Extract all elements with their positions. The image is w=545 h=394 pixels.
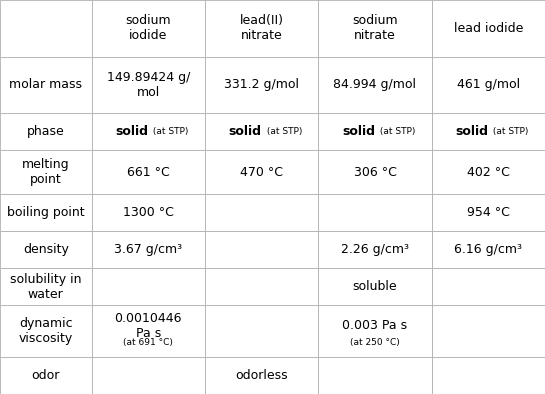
Text: 402 °C: 402 °C bbox=[467, 166, 510, 179]
Bar bbox=[432, 113, 545, 150]
Bar bbox=[432, 268, 545, 305]
Text: 0.0010446
Pa s: 0.0010446 Pa s bbox=[114, 312, 182, 340]
Bar bbox=[92, 150, 205, 194]
Bar bbox=[205, 0, 318, 57]
Text: 461 g/mol: 461 g/mol bbox=[457, 78, 520, 91]
Text: boiling point: boiling point bbox=[7, 206, 84, 219]
Bar bbox=[318, 357, 432, 394]
Text: soluble: soluble bbox=[353, 280, 397, 293]
Bar bbox=[432, 305, 545, 357]
Bar bbox=[0, 0, 92, 57]
Bar bbox=[205, 113, 318, 150]
Bar bbox=[205, 57, 318, 113]
Text: (at STP): (at STP) bbox=[490, 127, 529, 136]
Bar bbox=[205, 305, 318, 357]
Bar bbox=[318, 268, 432, 305]
Text: lead(II)
nitrate: lead(II) nitrate bbox=[240, 14, 283, 42]
Text: solubility in
water: solubility in water bbox=[10, 273, 82, 301]
Text: 1300 °C: 1300 °C bbox=[123, 206, 174, 219]
Bar bbox=[318, 305, 432, 357]
Text: density: density bbox=[23, 243, 69, 256]
Bar bbox=[92, 231, 205, 268]
Bar bbox=[0, 194, 92, 231]
Text: 470 °C: 470 °C bbox=[240, 166, 283, 179]
Bar bbox=[92, 113, 205, 150]
Text: melting
point: melting point bbox=[22, 158, 70, 186]
Text: 84.994 g/mol: 84.994 g/mol bbox=[334, 78, 416, 91]
Bar bbox=[92, 0, 205, 57]
Bar bbox=[318, 150, 432, 194]
Bar bbox=[92, 194, 205, 231]
Text: 149.89424 g/
mol: 149.89424 g/ mol bbox=[107, 71, 190, 99]
Bar bbox=[432, 194, 545, 231]
Text: odorless: odorless bbox=[235, 369, 288, 382]
Bar bbox=[205, 150, 318, 194]
Text: 661 °C: 661 °C bbox=[127, 166, 169, 179]
Bar bbox=[0, 150, 92, 194]
Text: 2.26 g/cm³: 2.26 g/cm³ bbox=[341, 243, 409, 256]
Text: (at STP): (at STP) bbox=[150, 127, 189, 136]
Text: lead iodide: lead iodide bbox=[453, 22, 523, 35]
Bar bbox=[205, 194, 318, 231]
Text: solid: solid bbox=[228, 125, 262, 138]
Text: (at 250 °C): (at 250 °C) bbox=[350, 338, 400, 347]
Bar bbox=[205, 231, 318, 268]
Text: sodium
nitrate: sodium nitrate bbox=[352, 14, 398, 42]
Bar bbox=[92, 57, 205, 113]
Bar bbox=[432, 150, 545, 194]
Bar bbox=[0, 231, 92, 268]
Bar bbox=[432, 231, 545, 268]
Bar bbox=[205, 268, 318, 305]
Bar bbox=[432, 357, 545, 394]
Text: 3.67 g/cm³: 3.67 g/cm³ bbox=[114, 243, 183, 256]
Bar bbox=[0, 57, 92, 113]
Text: dynamic
viscosity: dynamic viscosity bbox=[19, 317, 73, 345]
Bar bbox=[0, 305, 92, 357]
Text: (at 691 °C): (at 691 °C) bbox=[123, 338, 173, 347]
Text: sodium
iodide: sodium iodide bbox=[125, 14, 171, 42]
Text: 0.003 Pa s: 0.003 Pa s bbox=[342, 320, 408, 333]
Bar bbox=[318, 194, 432, 231]
Bar bbox=[318, 231, 432, 268]
Text: 954 °C: 954 °C bbox=[467, 206, 510, 219]
Text: odor: odor bbox=[32, 369, 60, 382]
Text: phase: phase bbox=[27, 125, 65, 138]
Bar bbox=[92, 305, 205, 357]
Text: solid: solid bbox=[455, 125, 488, 138]
Bar bbox=[318, 0, 432, 57]
Bar bbox=[318, 113, 432, 150]
Bar bbox=[0, 113, 92, 150]
Text: 6.16 g/cm³: 6.16 g/cm³ bbox=[455, 243, 522, 256]
Bar bbox=[432, 57, 545, 113]
Bar bbox=[205, 357, 318, 394]
Bar bbox=[0, 268, 92, 305]
Text: solid: solid bbox=[342, 125, 375, 138]
Text: molar mass: molar mass bbox=[9, 78, 82, 91]
Bar bbox=[432, 0, 545, 57]
Bar bbox=[318, 57, 432, 113]
Text: solid: solid bbox=[116, 125, 148, 138]
Text: 331.2 g/mol: 331.2 g/mol bbox=[224, 78, 299, 91]
Text: (at STP): (at STP) bbox=[264, 127, 302, 136]
Bar bbox=[92, 268, 205, 305]
Bar bbox=[0, 357, 92, 394]
Text: (at STP): (at STP) bbox=[377, 127, 415, 136]
Bar bbox=[92, 357, 205, 394]
Text: 306 °C: 306 °C bbox=[354, 166, 396, 179]
